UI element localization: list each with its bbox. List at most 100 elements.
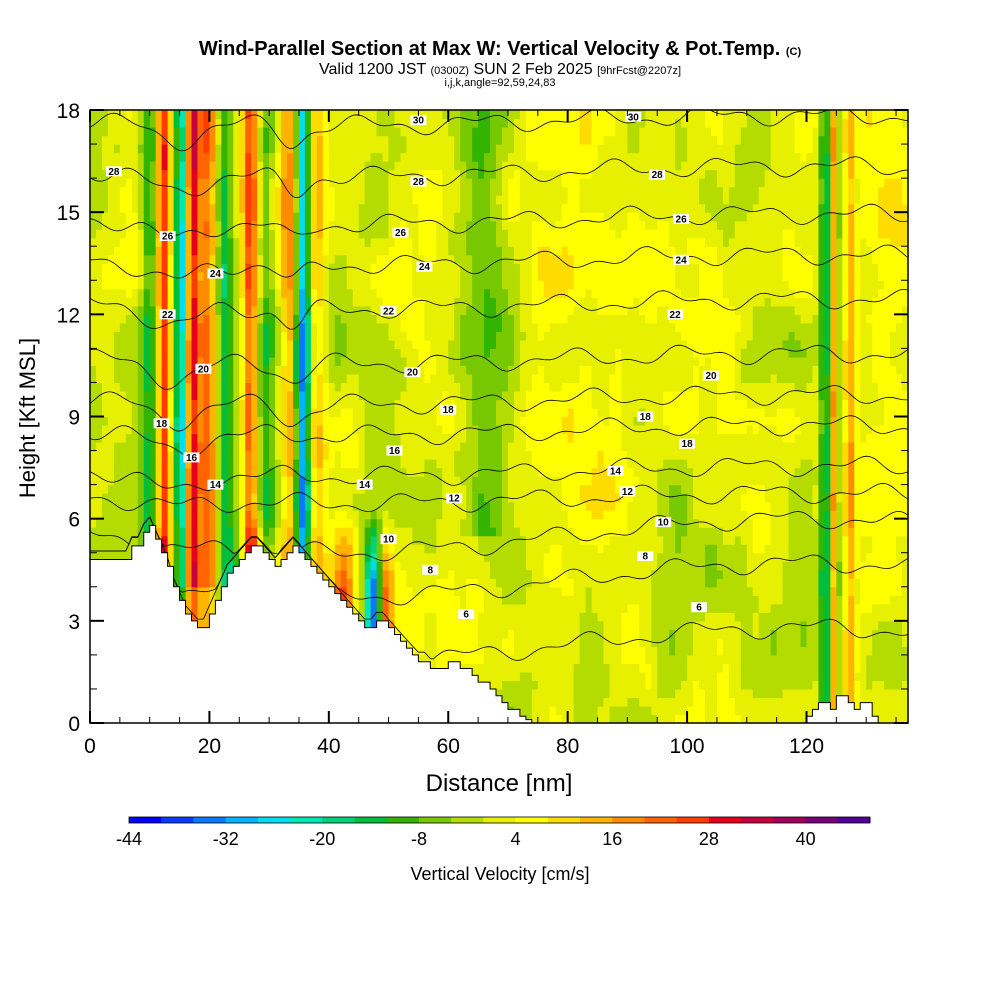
velocity-cell — [406, 586, 414, 596]
velocity-cell — [400, 373, 408, 384]
velocity-cell — [95, 203, 103, 213]
velocity-cell — [95, 271, 103, 281]
velocity-cell — [197, 331, 205, 341]
velocity-cell — [191, 544, 199, 554]
velocity-cell — [430, 390, 437, 401]
velocity-cell — [484, 467, 491, 477]
velocity-cell — [328, 271, 336, 281]
velocity-cell — [191, 152, 199, 162]
velocity-cell — [352, 442, 360, 452]
velocity-cell — [448, 195, 455, 205]
velocity-cell — [501, 646, 509, 656]
velocity-cell — [418, 390, 425, 401]
velocity-cell — [472, 263, 479, 273]
velocity-cell — [454, 314, 461, 324]
velocity-cell — [298, 237, 306, 247]
velocity-cell — [215, 501, 222, 511]
velocity-cell — [245, 314, 252, 324]
velocity-cell — [346, 322, 354, 332]
velocity-cell — [436, 144, 443, 154]
velocity-cell — [472, 305, 479, 315]
velocity-cell — [466, 586, 473, 596]
velocity-cell — [340, 297, 348, 307]
velocity-cell — [101, 246, 109, 256]
velocity-cell — [101, 399, 109, 409]
velocity-cell — [161, 407, 169, 418]
velocity-cell — [215, 178, 222, 188]
velocity-cell — [95, 263, 103, 273]
velocity-cell — [269, 442, 276, 452]
velocity-cell — [125, 305, 133, 315]
velocity-cell — [436, 195, 443, 205]
velocity-cell — [472, 127, 479, 137]
velocity-cell — [167, 161, 175, 171]
velocity-cell — [197, 288, 205, 298]
velocity-cell — [239, 280, 246, 290]
velocity-cell — [197, 220, 205, 230]
velocity-cell — [418, 637, 425, 647]
velocity-cell — [161, 501, 169, 511]
velocity-cell — [478, 459, 485, 469]
velocity-cell — [484, 373, 491, 384]
velocity-cell — [406, 280, 414, 290]
velocity-cell — [442, 339, 449, 349]
velocity-cell — [155, 373, 163, 384]
velocity-cell — [382, 356, 390, 367]
velocity-cell — [161, 331, 169, 341]
velocity-cell — [215, 195, 222, 205]
velocity-cell — [328, 135, 336, 145]
velocity-cell — [101, 135, 109, 145]
velocity-cell — [424, 450, 431, 460]
velocity-cell — [496, 510, 503, 520]
velocity-cell — [298, 254, 306, 264]
velocity-cell — [215, 152, 222, 162]
velocity-cell — [400, 110, 408, 120]
velocity-cell — [191, 348, 199, 358]
velocity-cell — [90, 518, 97, 528]
velocity-cell — [382, 246, 390, 256]
velocity-cell — [424, 637, 431, 647]
velocity-cell — [173, 118, 181, 128]
velocity-cell — [400, 620, 408, 630]
velocity-cell — [137, 459, 145, 469]
velocity-cell — [370, 254, 378, 264]
velocity-cell — [209, 348, 216, 358]
velocity-cell — [454, 407, 461, 418]
velocity-cell — [370, 578, 378, 588]
velocity-cell — [322, 246, 330, 256]
velocity-cell — [275, 510, 282, 520]
velocity-cell — [143, 135, 151, 145]
velocity-cell — [490, 407, 497, 418]
velocity-cell — [478, 654, 485, 664]
velocity-cell — [95, 178, 103, 188]
velocity-cell — [364, 186, 372, 196]
velocity-cell — [328, 348, 336, 358]
velocity-cell — [149, 271, 157, 281]
velocity-cell — [490, 322, 497, 332]
velocity-cell — [376, 237, 384, 247]
velocity-cell — [460, 161, 467, 171]
velocity-cell — [275, 144, 282, 154]
velocity-cell — [310, 263, 318, 273]
velocity-cell — [388, 390, 396, 401]
velocity-cell — [358, 425, 366, 435]
velocity-cell — [221, 271, 228, 281]
velocity-cell — [496, 603, 503, 613]
velocity-cell — [484, 501, 491, 511]
velocity-cell — [412, 305, 419, 315]
velocity-cell — [310, 212, 318, 222]
velocity-cell — [400, 612, 408, 622]
velocity-cell — [430, 203, 437, 213]
velocity-cell — [364, 178, 372, 188]
velocity-cell — [263, 459, 270, 469]
velocity-cell — [101, 535, 109, 545]
velocity-cell — [370, 407, 378, 418]
velocity-cell — [101, 459, 109, 469]
velocity-cell — [364, 297, 372, 307]
velocity-cell — [293, 305, 300, 315]
velocity-cell — [131, 144, 139, 154]
velocity-cell — [298, 118, 306, 128]
velocity-cell — [454, 459, 461, 469]
velocity-cell — [454, 331, 461, 341]
velocity-cell — [430, 161, 437, 171]
